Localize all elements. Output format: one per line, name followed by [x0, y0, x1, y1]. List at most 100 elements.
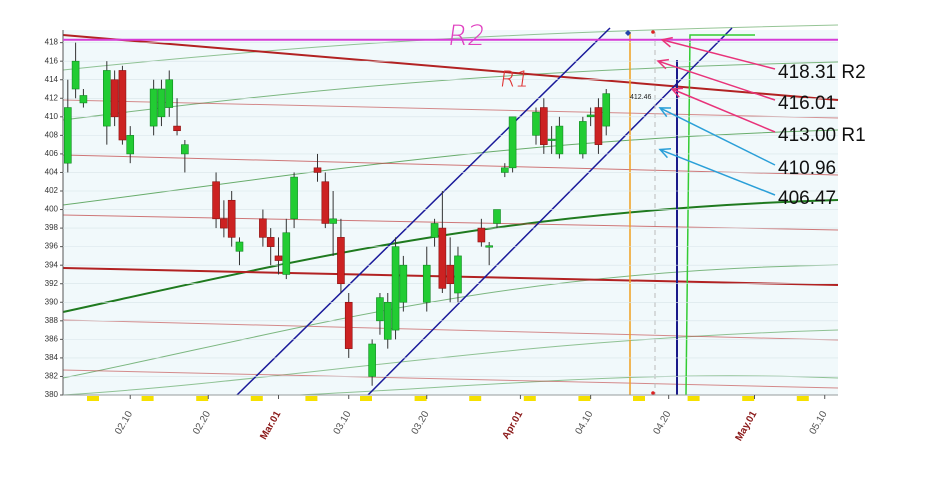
candle-body [399, 264, 408, 303]
x-tick-label: 02.10 [113, 409, 135, 437]
y-tick-label: 418 [45, 38, 59, 47]
axis-marker [250, 396, 263, 401]
y-tick-label: 396 [45, 242, 59, 251]
candle-body [110, 79, 119, 118]
arrow-head [658, 147, 672, 159]
axis-marker [414, 396, 427, 401]
x-tick-label: 03.10 [332, 409, 354, 437]
axis-marker [87, 396, 99, 401]
candle-body [290, 176, 298, 220]
arrow-head [670, 87, 684, 98]
y-tick-label: 400 [45, 205, 59, 214]
candle-body [555, 125, 564, 155]
y-tick-label: 412 [45, 93, 59, 102]
y-tick-label: 386 [45, 334, 59, 343]
candle-body [64, 107, 72, 164]
y-tick-label: 402 [45, 186, 59, 195]
arrow-head [656, 58, 670, 70]
candle-body [438, 227, 447, 289]
candle-body [212, 181, 220, 220]
candle-body [602, 93, 611, 127]
x-tick-label: 04.20 [652, 409, 674, 437]
candle-body [220, 218, 228, 229]
y-tick-label: 410 [45, 112, 59, 121]
candle-body [313, 167, 322, 173]
candle-body [329, 218, 337, 224]
axis-marker [305, 396, 318, 401]
candle-body [266, 237, 275, 247]
level-label: 416.01 [778, 93, 836, 114]
y-tick-label: 408 [45, 130, 59, 139]
candle-body [508, 116, 517, 169]
candle-body [500, 167, 509, 173]
support-line [62, 369, 839, 389]
axis-marker [796, 396, 809, 401]
channel-line [236, 27, 611, 396]
arrow-head [658, 107, 672, 118]
candle-body [181, 144, 189, 155]
axis-marker [523, 396, 536, 401]
level-label: 406.47 [778, 188, 836, 209]
candle-body [149, 88, 158, 127]
candle-body [235, 241, 244, 252]
x-tick-label: Apr.01 [500, 409, 525, 441]
candle-body [383, 301, 392, 340]
candle-body [103, 70, 111, 127]
support-line [62, 99, 839, 119]
axis-marker [633, 396, 645, 401]
candle-body [446, 264, 454, 285]
candle-body [485, 245, 493, 248]
y-tick-label: 416 [45, 56, 59, 65]
last-price-label: 412.46 [630, 94, 652, 101]
support-line [62, 154, 839, 176]
candle-body [586, 114, 595, 118]
candle-body [540, 107, 548, 145]
candle-body [430, 223, 439, 238]
axis-marker [742, 396, 755, 401]
candle-body [337, 237, 345, 285]
candle-body [321, 181, 330, 224]
trend-curve [62, 199, 839, 313]
support-line [62, 214, 839, 231]
axis-marker [578, 396, 591, 401]
candle-body [227, 199, 236, 238]
level-arrow [659, 107, 776, 166]
marker-line [685, 34, 755, 396]
axis-marker [469, 396, 482, 401]
axis-marker [141, 396, 154, 401]
annotation: R2 [446, 19, 488, 52]
marker [625, 30, 631, 36]
candle-body [422, 264, 431, 303]
arrow-head [660, 36, 673, 48]
plot-area [63, 30, 838, 395]
y-tick-label: 382 [45, 372, 59, 381]
candle-body [165, 79, 174, 108]
level-label: 410.96 [778, 158, 836, 179]
y-tick-label: 404 [45, 168, 59, 177]
fan-curve [62, 129, 839, 206]
candle-body [71, 60, 80, 90]
x-tick-label: 03.20 [410, 409, 432, 437]
x-tick-label: Mar.01 [258, 409, 283, 442]
x-tick-label: 04.10 [573, 409, 595, 437]
candle-body [532, 111, 540, 136]
candle-body [79, 95, 88, 104]
level-arrow [671, 88, 776, 133]
candle-body [173, 125, 181, 132]
y-tick-label: 406 [45, 149, 59, 158]
level-label: 418.31 R2 [778, 62, 866, 83]
annotation: R1 [498, 67, 531, 93]
candle-body [157, 88, 166, 118]
candle-body [126, 135, 135, 155]
y-tick-label: 392 [45, 279, 59, 288]
candle-body [547, 138, 556, 141]
fan-curve [299, 375, 839, 396]
candle-body [282, 232, 291, 275]
axis-marker [196, 396, 209, 401]
candle-body [493, 209, 501, 224]
y-tick-label: 384 [45, 353, 59, 362]
resistance-line [62, 34, 839, 101]
candle-body [368, 343, 376, 377]
level-arrow [657, 60, 776, 101]
